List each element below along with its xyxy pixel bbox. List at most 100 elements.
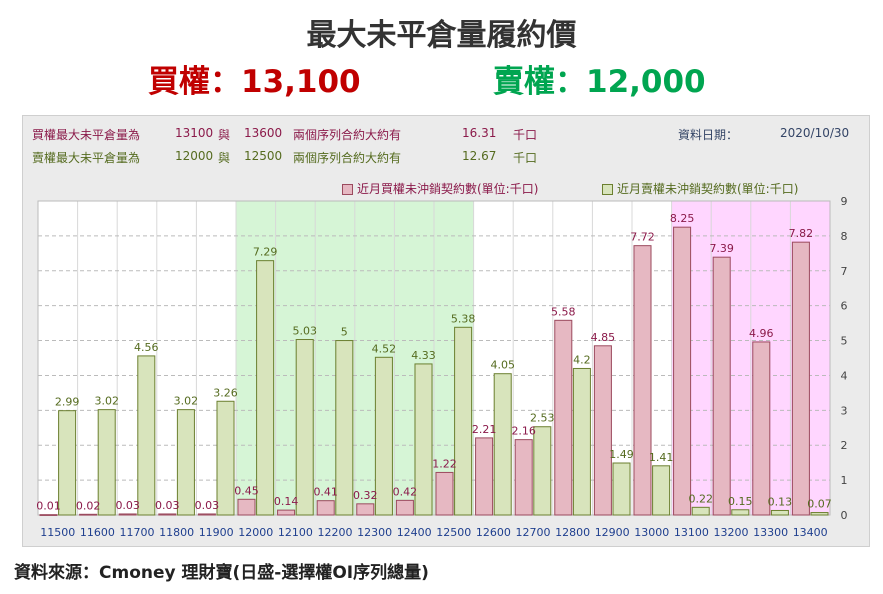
x-tick-label: 13300 xyxy=(753,526,788,539)
y-tick-label: 4 xyxy=(841,369,848,382)
put-value-label: 4.56 xyxy=(134,341,159,354)
date-label: 資料日期： xyxy=(678,128,739,142)
put-value-label: 2.53 xyxy=(530,412,555,425)
call-bar xyxy=(79,513,98,516)
x-tick-label: 12300 xyxy=(357,526,392,539)
y-tick-label: 6 xyxy=(841,300,848,313)
call-info-strike-high: 13600 xyxy=(244,126,283,140)
put-bar xyxy=(335,340,354,516)
call-bar xyxy=(554,319,573,516)
call-bar xyxy=(118,513,137,516)
call-value-label: 0.32 xyxy=(353,489,378,502)
put-info-strike-low: 12000 xyxy=(175,149,214,163)
x-tick-label: 13400 xyxy=(793,526,828,539)
x-tick-label: 11600 xyxy=(80,526,115,539)
put-bar xyxy=(216,400,235,516)
put-bar xyxy=(533,426,552,516)
legend-call-swatch xyxy=(342,184,353,195)
put-value-label: 4.2 xyxy=(573,353,591,366)
put-value-label: 1.41 xyxy=(649,451,674,464)
call-bar xyxy=(435,471,454,516)
call-bar xyxy=(593,345,612,516)
call-info-desc: 兩個序列合約大約有 xyxy=(293,128,402,142)
put-bar xyxy=(810,512,829,516)
put-max-strike: 賣權：12,000 xyxy=(493,64,706,100)
x-tick-label: 13100 xyxy=(674,526,709,539)
put-bar xyxy=(612,462,631,516)
call-value-label: 2.16 xyxy=(511,425,536,438)
call-bar xyxy=(356,503,375,516)
put-bar xyxy=(652,465,671,516)
call-value-label: 0.42 xyxy=(393,485,418,498)
call-bar xyxy=(277,509,296,516)
put-value-label: 1.49 xyxy=(609,448,634,461)
put-bar xyxy=(414,363,433,516)
put-bar xyxy=(374,356,393,516)
y-tick-label: 7 xyxy=(841,265,848,278)
put-bar xyxy=(731,509,750,516)
call-value-label: 0.01 xyxy=(36,500,61,513)
call-bar xyxy=(39,514,58,516)
x-tick-label: 11500 xyxy=(40,526,75,539)
put-bar xyxy=(454,326,473,516)
call-value-label: 2.21 xyxy=(472,423,497,436)
put-info-amount: 12.67 xyxy=(462,149,497,163)
call-value-label: 1.22 xyxy=(432,457,457,470)
put-bar xyxy=(137,355,156,516)
legend-call-label: 近月買權未沖銷契約數(單位:千口) xyxy=(357,182,539,196)
put-bar xyxy=(97,409,116,516)
call-info-strike-low: 13100 xyxy=(175,126,214,140)
put-info-unit: 千口 xyxy=(513,151,538,165)
call-value-label: 4.85 xyxy=(591,331,616,344)
call-value-label: 7.72 xyxy=(630,231,655,244)
source-footer: 資料來源：Cmoney 理財寶(日盛-選擇權OI序列總量) xyxy=(14,563,429,583)
put-value-label: 4.05 xyxy=(490,359,515,372)
call-max-strike: 買權：13,100 xyxy=(148,64,361,100)
put-value-label: 7.29 xyxy=(253,246,278,259)
put-info-label: 賣權最大未平倉量為 xyxy=(32,151,141,165)
put-value-label: 0.15 xyxy=(728,495,753,508)
x-tick-label: 12800 xyxy=(555,526,590,539)
call-value-label: 0.03 xyxy=(155,499,180,512)
y-tick-label: 3 xyxy=(841,404,848,417)
call-value-label: 0.41 xyxy=(313,486,338,499)
call-value-label: 0.45 xyxy=(234,484,259,497)
put-info-connector: 與 xyxy=(218,151,231,165)
put-bar xyxy=(58,410,77,516)
x-tick-label: 11800 xyxy=(159,526,194,539)
call-bar xyxy=(673,226,692,516)
call-info-unit: 千口 xyxy=(513,128,538,142)
call-value-label: 0.02 xyxy=(76,499,101,512)
put-value-label: 4.33 xyxy=(411,349,436,362)
x-tick-label: 12400 xyxy=(397,526,432,539)
y-tick-label: 9 xyxy=(841,195,848,208)
put-info-desc: 兩個序列合約大約有 xyxy=(293,151,402,165)
put-value-label: 0.13 xyxy=(768,495,793,508)
call-bar xyxy=(712,256,731,516)
y-tick-label: 8 xyxy=(841,230,848,243)
call-bar xyxy=(237,498,256,516)
legend-put: 近月賣權未沖銷契約數(單位:千口) xyxy=(602,180,798,197)
call-bar xyxy=(158,513,177,516)
legend-put-swatch xyxy=(602,184,613,195)
call-value-label: 0.14 xyxy=(274,495,299,508)
put-value-label: 2.99 xyxy=(55,396,80,409)
x-tick-label: 13000 xyxy=(634,526,669,539)
call-value-label: 0.03 xyxy=(195,499,220,512)
put-value-label: 3.02 xyxy=(174,395,199,408)
x-tick-label: 12600 xyxy=(476,526,511,539)
page-title: 最大未平倉量履約價 xyxy=(306,18,577,53)
call-value-label: 0.03 xyxy=(115,499,140,512)
call-value-label: 7.82 xyxy=(789,227,814,240)
call-info-connector: 與 xyxy=(218,128,231,142)
call-bar xyxy=(395,499,414,516)
call-value-label: 5.58 xyxy=(551,305,576,318)
y-tick-label: 0 xyxy=(841,509,848,522)
call-value-label: 7.39 xyxy=(709,242,734,255)
x-tick-label: 12100 xyxy=(278,526,313,539)
call-bar xyxy=(633,245,652,516)
call-bar xyxy=(475,437,494,516)
put-value-label: 0.22 xyxy=(688,492,713,505)
call-bar xyxy=(316,500,335,516)
